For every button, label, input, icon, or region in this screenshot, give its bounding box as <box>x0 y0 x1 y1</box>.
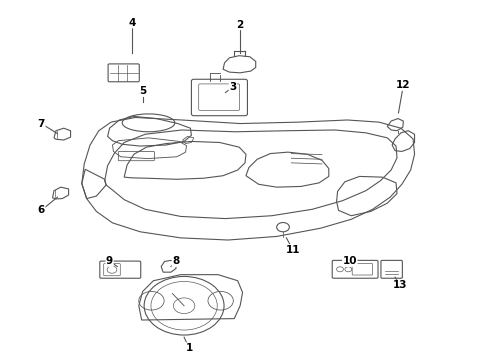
Text: 6: 6 <box>38 205 45 215</box>
Text: 12: 12 <box>396 80 411 90</box>
Text: 3: 3 <box>229 82 237 92</box>
Text: 13: 13 <box>392 280 407 291</box>
Text: 11: 11 <box>286 245 300 255</box>
Text: 5: 5 <box>139 86 147 96</box>
Text: 8: 8 <box>172 256 179 266</box>
Text: 1: 1 <box>185 343 193 353</box>
Text: 7: 7 <box>38 118 45 129</box>
Text: 9: 9 <box>106 256 113 266</box>
Text: 2: 2 <box>237 19 244 30</box>
Text: 10: 10 <box>343 256 357 266</box>
Text: 4: 4 <box>128 18 136 28</box>
